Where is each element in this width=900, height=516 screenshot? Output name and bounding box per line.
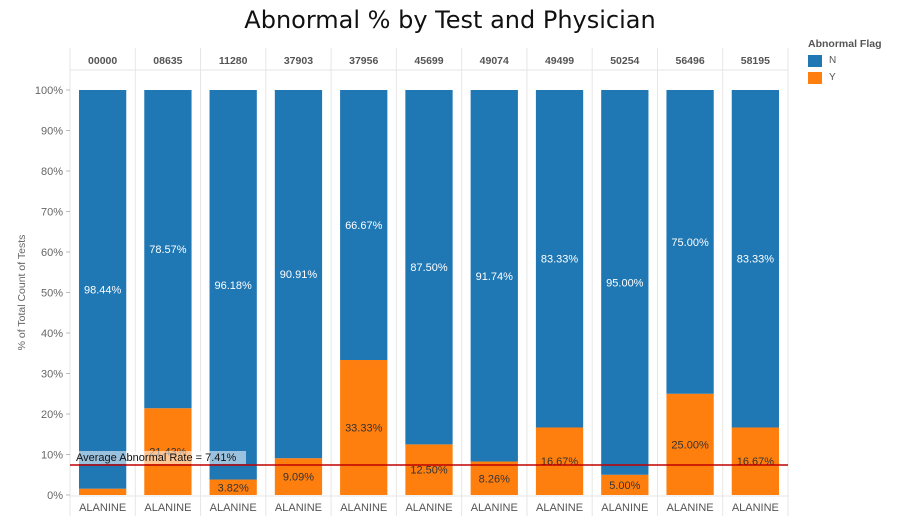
column-header: 49074 <box>480 55 509 67</box>
data-label-y: 8.26% <box>479 473 510 485</box>
bar-segment-n <box>340 90 388 361</box>
y-tick-label: 80% <box>41 166 63 178</box>
bar-segment-y <box>209 479 257 495</box>
column-header: 37956 <box>349 55 378 67</box>
y-tick-label: 0% <box>47 490 63 502</box>
legend-label-y: Y <box>829 72 836 83</box>
y-tick-label: 50% <box>41 288 63 300</box>
data-label-n: 95.00% <box>606 277 644 289</box>
y-tick-label: 90% <box>41 126 63 138</box>
column-header: 00000 <box>88 55 117 67</box>
y-tick-label: 30% <box>41 369 63 381</box>
column-header: 58195 <box>741 55 770 67</box>
legend-item-n[interactable]: N <box>808 52 882 69</box>
column-header: 49499 <box>545 55 574 67</box>
x-tick-label: ALANINE <box>340 502 387 514</box>
bar-segment-n <box>144 90 192 409</box>
y-tick-label: 70% <box>41 207 63 219</box>
bar-segment-n <box>731 90 779 428</box>
column-header: 45699 <box>414 55 443 67</box>
column-header: 50254 <box>610 55 639 67</box>
data-label-n: 90.91% <box>280 269 318 281</box>
bar-segment-y <box>470 461 518 495</box>
data-label-n: 87.50% <box>410 262 448 274</box>
bar-segment-n <box>274 90 323 459</box>
x-tick-label: ALANINE <box>275 502 322 514</box>
x-tick-label: ALANINE <box>732 502 779 514</box>
legend-item-y[interactable]: Y <box>808 69 882 86</box>
column-header: 37903 <box>284 55 313 67</box>
bar-segment-n <box>405 90 453 445</box>
reference-line-label: Average Abnormal Rate = 7.41% <box>76 452 237 464</box>
bar-segment-n <box>79 90 127 489</box>
x-tick-label: ALANINE <box>601 502 648 514</box>
legend-title: Abnormal Flag <box>808 38 882 50</box>
data-label-y: 33.33% <box>345 423 383 435</box>
data-label-n: 98.44% <box>84 284 122 296</box>
y-tick-label: 60% <box>41 247 63 259</box>
bar-segment-y <box>731 427 779 495</box>
data-label-y: 9.09% <box>283 472 314 484</box>
column-header: 08635 <box>153 55 182 67</box>
bar-segment-y <box>340 360 388 495</box>
data-label-n: 83.33% <box>541 254 579 266</box>
bar-segment-y <box>601 474 649 495</box>
data-label-y: 16.67% <box>737 456 775 468</box>
reference-label-background <box>74 450 246 464</box>
data-label-y: 5.00% <box>609 480 640 492</box>
legend: Abnormal Flag N Y <box>808 38 882 86</box>
y-tick-label: 100% <box>35 85 63 97</box>
data-label-n: 75.00% <box>671 237 709 249</box>
y-axis-label: % of Total Count of Tests <box>16 235 28 351</box>
x-tick-label: ALANINE <box>79 502 126 514</box>
x-tick-label: ALANINE <box>210 502 257 514</box>
data-label-y: 16.67% <box>541 456 579 468</box>
x-tick-label: ALANINE <box>667 502 714 514</box>
legend-swatch-n <box>808 54 822 67</box>
y-tick-label: 20% <box>41 409 63 421</box>
x-tick-label: ALANINE <box>536 502 583 514</box>
bar-segment-y <box>405 444 453 495</box>
column-header: 56496 <box>675 55 704 67</box>
bar-segment-n <box>666 90 714 394</box>
legend-swatch-y <box>808 71 822 84</box>
x-tick-label: ALANINE <box>405 502 452 514</box>
bar-segment-n <box>470 90 518 462</box>
data-label-n: 96.18% <box>215 280 253 292</box>
chart-title: Abnormal % by Test and Physician <box>244 6 656 34</box>
x-tick-label: ALANINE <box>144 502 191 514</box>
column-header: 11280 <box>219 55 248 67</box>
bar-segment-n <box>601 90 649 475</box>
bar-segment-y <box>79 488 127 495</box>
data-label-n: 83.33% <box>737 254 775 266</box>
bar-segment-n <box>535 90 584 428</box>
legend-label-n: N <box>829 55 837 66</box>
data-label-y: 3.82% <box>218 482 249 494</box>
bar-segment-y <box>666 393 714 495</box>
y-tick-label: 10% <box>41 450 63 462</box>
data-label-n: 66.67% <box>345 220 383 232</box>
x-tick-label: ALANINE <box>471 502 518 514</box>
data-label-n: 91.74% <box>476 271 514 283</box>
bar-segment-n <box>209 90 257 480</box>
data-label-y: 25.00% <box>671 439 709 451</box>
bar-segment-y <box>535 427 584 495</box>
data-label-n: 78.57% <box>149 244 187 256</box>
y-tick-label: 40% <box>41 328 63 340</box>
data-label-y: 12.50% <box>410 465 448 477</box>
